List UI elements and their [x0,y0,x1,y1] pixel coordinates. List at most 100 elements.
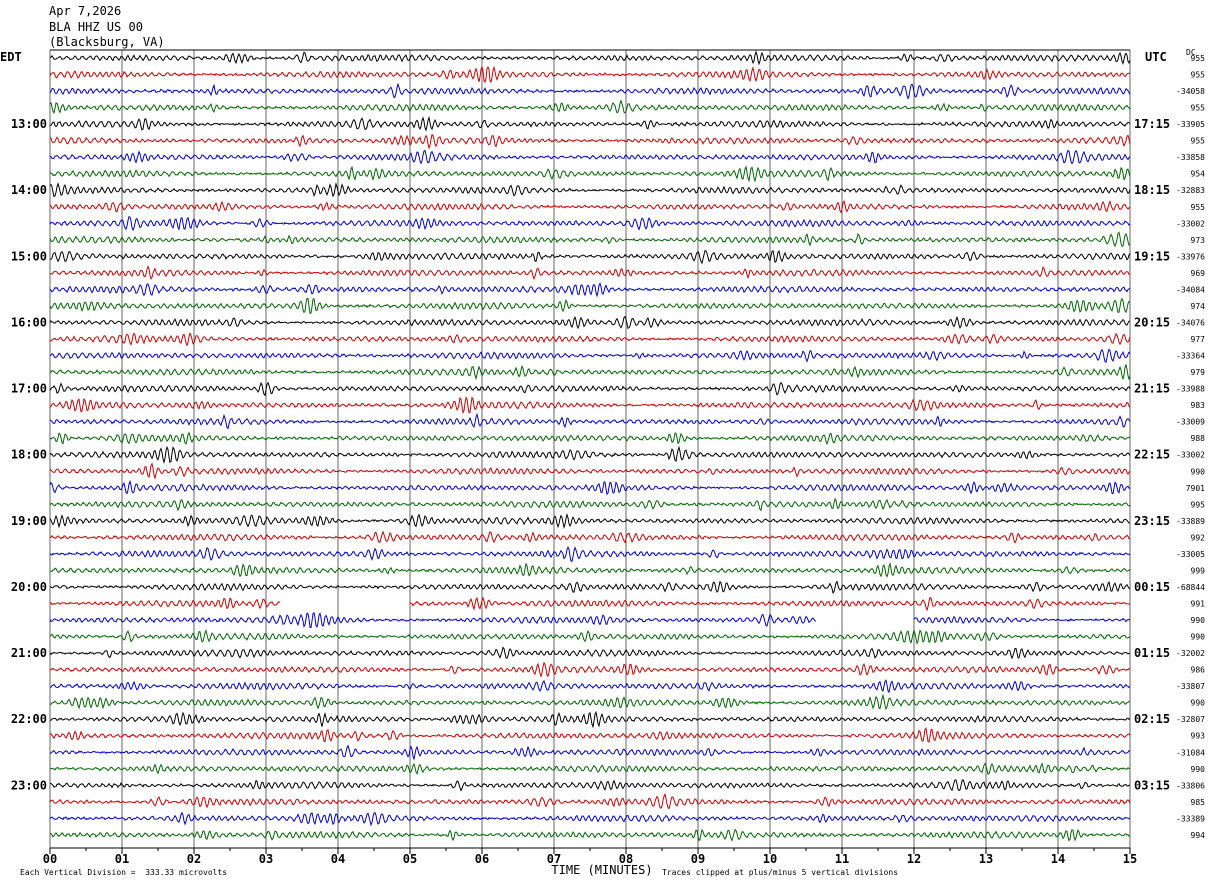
edt-hour-label: 22:00 [11,712,47,726]
seismic-trace [49,580,1131,595]
seismic-trace [49,249,1131,265]
edt-hour-label: 15:00 [11,249,47,263]
seismic-trace [49,133,1131,150]
seismic-trace [49,396,1131,415]
seismic-trace [49,412,1131,430]
x-tick-label: 15 [1123,852,1137,866]
dc-offset-column: 955 955 -34058 955 -33905 955 -33858 954 -32883 9… [1176,54,1205,840]
seismic-trace [49,65,1131,84]
seismic-trace [49,462,1131,480]
left-timezone: EDT [0,50,22,64]
seismic-trace [49,744,1131,761]
dc-offset-value: -32807 [1176,715,1205,724]
utc-hour-label: 22:15 [1134,448,1170,462]
edt-hour-label: 18:00 [11,448,47,462]
hour-labels: 13:00 14:00 15:00 16:00 17:00 18:00 19:00 20:00… [11,117,1170,792]
dc-offset-value: 994 [1191,831,1206,840]
edt-hour-label: 19:00 [11,514,47,528]
seismic-trace [49,561,1131,578]
seismic-trace [49,282,1131,298]
dc-offset-value: 955 [1191,104,1206,113]
x-tick-label: 06 [475,852,489,866]
x-tick-label: 02 [187,852,201,866]
dc-offset-value: -33889 [1176,517,1205,526]
dc-header: DC [1186,48,1196,57]
dc-offset-value: -33806 [1176,781,1205,790]
seismic-trace [49,331,1131,347]
seismic-trace [49,498,1131,512]
seismic-trace [49,512,1131,530]
seismic-traces [49,50,1131,842]
dc-offset-value: -68844 [1176,583,1205,592]
seismic-trace [49,710,1131,729]
x-tick-label: 00 [43,852,57,866]
seismic-trace [49,693,1131,711]
x-tick-label: 12 [907,852,921,866]
utc-hour-label: 19:15 [1134,249,1170,263]
dc-offset-value: -33858 [1176,153,1205,162]
dc-offset-value: -32883 [1176,186,1205,195]
x-tick-label: 07 [547,852,561,866]
x-tick-label: 05 [403,852,417,866]
plot-date: Apr 7,2026 [49,4,122,18]
dc-offset-value: 983 [1191,401,1206,410]
x-tick-label: 09 [691,852,705,866]
seismic-trace [49,363,1131,381]
dc-offset-value: -33905 [1176,120,1205,129]
dc-offset-value: 955 [1191,54,1206,63]
seismic-trace [49,315,1131,330]
dc-offset-value: 995 [1191,500,1206,509]
edt-hour-label: 14:00 [11,183,47,197]
dc-offset-value: -33976 [1176,252,1205,261]
edt-hour-label: 23:00 [11,778,47,792]
seismic-trace [49,181,1131,198]
seismic-trace [49,115,1131,132]
seismic-trace [49,381,1131,397]
utc-hour-label: 00:15 [1134,580,1170,594]
dc-offset-value: -33364 [1176,352,1205,361]
dc-offset-value: 990 [1191,699,1206,708]
dc-offset-value: 955 [1191,71,1206,80]
seismic-trace [49,445,1131,465]
x-tick-label: 10 [763,852,777,866]
seismic-trace [49,727,1131,743]
dc-offset-value: 990 [1191,765,1206,774]
dc-offset-value: -33009 [1176,418,1205,427]
dc-offset-value: 990 [1191,616,1206,625]
dc-offset-value: 999 [1191,566,1206,575]
utc-hour-label: 02:15 [1134,712,1170,726]
seismic-trace [49,530,1131,544]
x-tick-label: 03 [259,852,273,866]
dc-offset-value: 974 [1191,302,1206,311]
dc-offset-value: 955 [1191,203,1206,212]
seismic-trace [49,762,1131,775]
utc-hour-label: 18:15 [1134,183,1170,197]
seismic-trace [49,348,1131,364]
utc-hour-label: 01:15 [1134,646,1170,660]
x-tick-label: 01 [115,852,129,866]
seismic-trace [49,596,1131,612]
x-tick-label: 08 [619,852,633,866]
dc-offset-value: 955 [1191,137,1206,146]
seismic-trace [49,646,1131,660]
seismic-trace [49,546,1131,562]
seismic-trace [49,99,1131,115]
dc-offset-value: 977 [1191,335,1206,344]
seismic-trace [49,828,1131,842]
dc-offset-value: -34084 [1176,285,1205,294]
minute-grid [49,49,1131,849]
seismic-trace [49,792,1131,810]
dc-offset-value: -32002 [1176,649,1205,658]
station-code: BLA HHZ US 00 [49,20,143,34]
dc-offset-value: -33807 [1176,682,1205,691]
utc-hour-label: 23:15 [1134,514,1170,528]
edt-hour-label: 20:00 [11,580,47,594]
dc-offset-value: 985 [1191,798,1206,807]
dc-offset-value: 990 [1191,633,1206,642]
dc-offset-value: 954 [1191,170,1206,179]
x-tick-label: 11 [835,852,849,866]
seismic-trace [49,778,1131,792]
dc-offset-value: 986 [1191,666,1206,675]
edt-hour-label: 17:00 [11,382,47,396]
